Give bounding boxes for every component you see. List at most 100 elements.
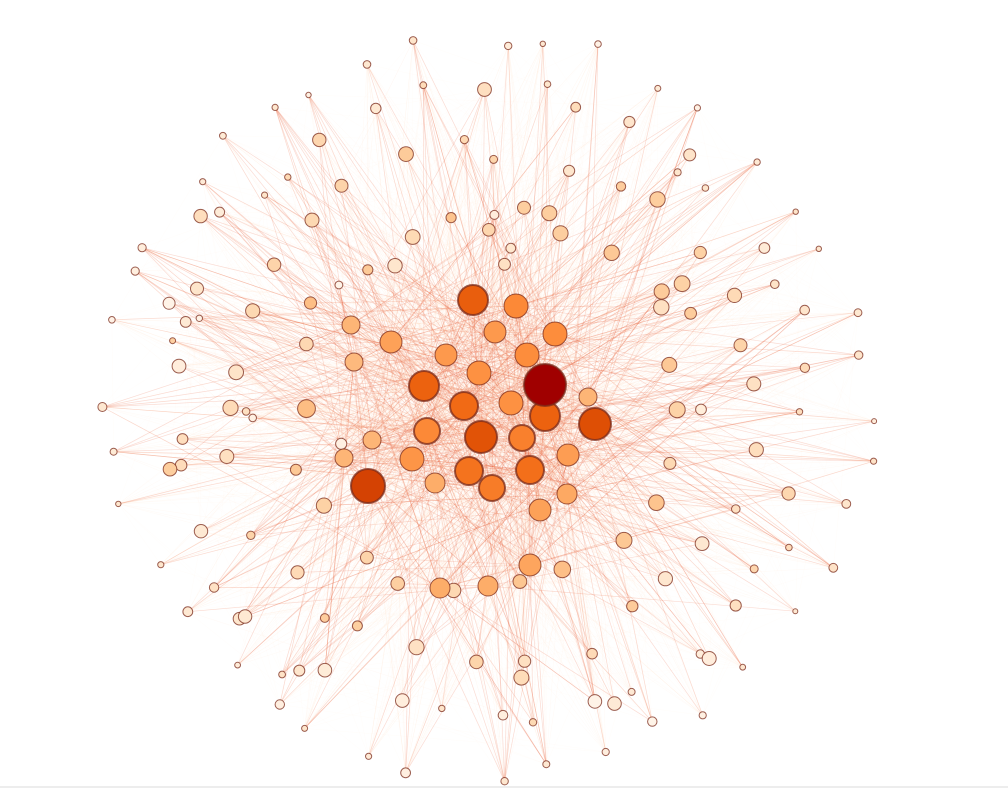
network-node[interactable]: [603, 244, 620, 262]
network-node[interactable]: [653, 283, 670, 300]
network-node[interactable]: [390, 576, 406, 591]
hub-node[interactable]: [542, 321, 568, 347]
network-node[interactable]: [500, 777, 509, 786]
network-node[interactable]: [607, 696, 622, 711]
network-node[interactable]: [498, 257, 511, 271]
network-node[interactable]: [299, 336, 314, 352]
network-node[interactable]: [108, 316, 116, 324]
hub-node[interactable]: [523, 363, 567, 407]
network-node[interactable]: [312, 132, 327, 148]
network-node[interactable]: [684, 306, 697, 320]
network-node[interactable]: [683, 148, 697, 162]
hub-node[interactable]: [454, 456, 484, 486]
hub-node[interactable]: [334, 448, 354, 468]
network-node[interactable]: [305, 91, 312, 99]
network-node[interactable]: [870, 457, 878, 465]
network-node[interactable]: [179, 316, 192, 328]
network-node[interactable]: [199, 178, 207, 186]
hub-node[interactable]: [478, 474, 506, 502]
network-node[interactable]: [615, 181, 627, 192]
network-node[interactable]: [518, 654, 532, 668]
network-node[interactable]: [193, 524, 209, 539]
network-node[interactable]: [758, 242, 771, 254]
network-node[interactable]: [552, 225, 569, 242]
network-node[interactable]: [815, 245, 822, 253]
network-node[interactable]: [746, 376, 762, 392]
network-node[interactable]: [115, 500, 122, 508]
hub-node[interactable]: [515, 455, 545, 485]
network-node[interactable]: [137, 243, 147, 253]
hub-node[interactable]: [498, 390, 524, 416]
network-node[interactable]: [195, 314, 204, 322]
network-node[interactable]: [731, 504, 741, 514]
network-node[interactable]: [601, 747, 610, 757]
network-node[interactable]: [362, 60, 372, 69]
hub-node[interactable]: [408, 370, 440, 402]
network-node[interactable]: [362, 264, 374, 276]
network-node[interactable]: [248, 413, 257, 423]
hub-node[interactable]: [413, 417, 441, 445]
network-node[interactable]: [404, 229, 421, 245]
network-node[interactable]: [792, 208, 799, 215]
network-node[interactable]: [563, 164, 576, 177]
network-node[interactable]: [274, 699, 285, 710]
network-node[interactable]: [482, 223, 496, 237]
hub-node[interactable]: [379, 330, 403, 354]
network-node[interactable]: [553, 560, 572, 579]
network-node[interactable]: [162, 461, 178, 477]
network-node[interactable]: [785, 543, 793, 552]
network-node[interactable]: [587, 694, 603, 709]
network-node[interactable]: [387, 258, 403, 274]
network-node[interactable]: [241, 407, 251, 416]
network-node[interactable]: [360, 550, 374, 565]
network-node[interactable]: [739, 663, 747, 671]
hub-node[interactable]: [341, 315, 361, 335]
network-node[interactable]: [505, 242, 517, 254]
network-node[interactable]: [97, 402, 108, 412]
network-node[interactable]: [130, 266, 140, 276]
network-node[interactable]: [541, 205, 558, 222]
network-node[interactable]: [171, 358, 187, 374]
network-node[interactable]: [219, 131, 227, 140]
hub-node[interactable]: [578, 387, 598, 407]
network-node[interactable]: [477, 82, 492, 97]
hub-node[interactable]: [556, 443, 580, 467]
network-node[interactable]: [841, 499, 852, 509]
hub-node[interactable]: [466, 360, 492, 386]
network-node[interactable]: [489, 154, 499, 164]
network-node[interactable]: [370, 102, 382, 115]
network-node[interactable]: [290, 565, 305, 580]
network-node[interactable]: [237, 609, 253, 624]
network-node[interactable]: [539, 40, 546, 47]
hub-node[interactable]: [556, 483, 578, 505]
network-node[interactable]: [853, 308, 863, 318]
network-node[interactable]: [278, 670, 287, 679]
network-node[interactable]: [661, 356, 678, 373]
network-node[interactable]: [419, 81, 428, 90]
network-node[interactable]: [182, 606, 194, 618]
network-node[interactable]: [871, 418, 878, 425]
network-node[interactable]: [673, 275, 691, 293]
network-node[interactable]: [698, 711, 707, 720]
network-node[interactable]: [293, 664, 306, 677]
network-node[interactable]: [615, 531, 633, 549]
network-node[interactable]: [219, 449, 235, 464]
network-node[interactable]: [365, 752, 373, 760]
network-node[interactable]: [504, 41, 513, 51]
hub-node[interactable]: [350, 468, 386, 504]
network-node[interactable]: [649, 191, 666, 208]
hub-node[interactable]: [514, 342, 540, 368]
network-node[interactable]: [398, 146, 414, 163]
network-node[interactable]: [334, 280, 344, 290]
hub-node[interactable]: [429, 577, 451, 599]
network-node[interactable]: [193, 208, 208, 224]
network-node[interactable]: [304, 212, 320, 228]
network-node[interactable]: [733, 338, 748, 353]
network-node[interactable]: [489, 209, 500, 220]
network-node[interactable]: [770, 279, 780, 290]
network-node[interactable]: [445, 212, 457, 224]
network-node[interactable]: [648, 494, 665, 512]
network-node[interactable]: [799, 304, 811, 316]
network-node[interactable]: [693, 104, 702, 112]
network-node[interactable]: [271, 103, 279, 112]
